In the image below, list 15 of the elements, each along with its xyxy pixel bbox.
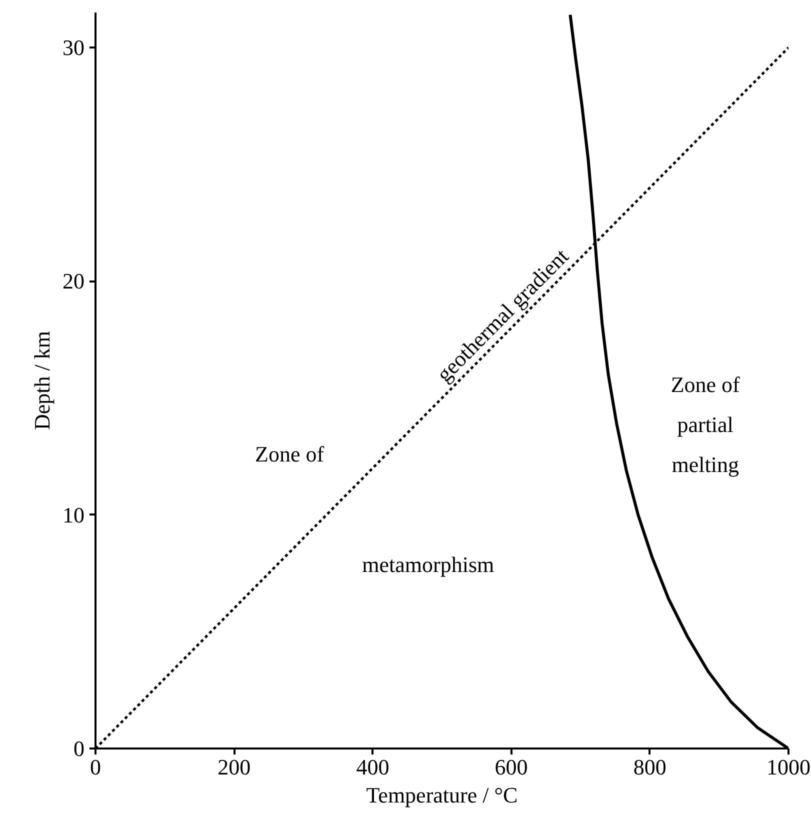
annotation: Zone of partial melting [670,372,741,478]
annotation: metamorphism [362,552,494,577]
y-tick-label: 10 [62,502,84,528]
x-axis-title: Temperature / °C [366,782,518,808]
x-tick-label: 200 [218,754,251,780]
x-tick-label: 1000 [766,754,810,780]
y-axis-title: Depth / km [30,330,54,430]
y-tick-label: 30 [62,35,84,60]
x-tick-label: 600 [494,754,528,780]
annotation: Zone of [255,442,325,467]
y-tick-label: 0 [74,736,84,761]
x-tick-label: 800 [633,754,666,780]
x-tick-label: 400 [356,754,390,780]
y-tick-label: 20 [62,268,84,294]
x-tick-label: 0 [90,754,101,780]
